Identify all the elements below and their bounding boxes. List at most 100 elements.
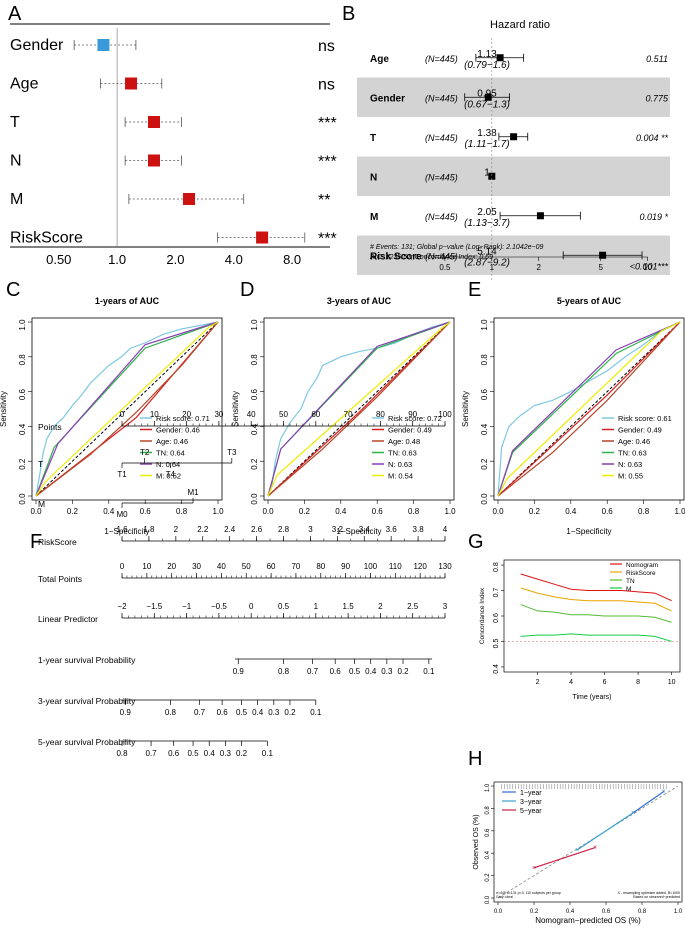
roc-y-tick-label: 0.2 (250, 458, 259, 470)
forest-b-band (357, 156, 670, 196)
nomo-tick-label: 80 (316, 562, 325, 571)
cal-series-0 (632, 791, 664, 814)
roc-x-tick-label: 0.8 (638, 507, 650, 516)
nomo-tick-label: −1.5 (146, 602, 162, 611)
forest-a-significance: *** (318, 231, 337, 248)
panel-letter-B: B (342, 3, 355, 25)
roc-x-tick-label: 0.6 (372, 507, 384, 516)
forest-b-p-value: 0.775 (645, 93, 669, 103)
forest-b-ci-text: (0.79−1.6) (464, 60, 510, 71)
nomo-tick-label: 30 (192, 562, 201, 571)
ci-x-label: Time (years) (572, 694, 611, 701)
roc-x-tick-label: 0.4 (335, 507, 347, 516)
roc-x-tick-label: 0.6 (602, 507, 614, 516)
cal-point-marker: × (593, 845, 597, 852)
roc-x-tick-label: 0.4 (103, 507, 115, 516)
roc-legend-label: TN: 0.63 (618, 449, 647, 458)
ci-legend-label: Nomogram (626, 562, 658, 569)
panel-letter-D: D (240, 279, 254, 301)
forest-a-row-label: N (10, 153, 22, 170)
roc-y-label: Sensitivity (231, 391, 240, 427)
roc-legend-label: Age: 0.48 (388, 437, 420, 446)
panel-letter-F: F (30, 531, 42, 553)
nomo-row-label: T (38, 459, 43, 469)
nomo-tick-label: 0.3 (268, 708, 280, 717)
nomo-tick-label: 2 (378, 602, 383, 611)
nomo-tick-label: 0.5 (187, 749, 199, 758)
cal-y-tick-label: 0.6 (485, 828, 491, 837)
ci-x-tick-label: 10 (668, 679, 676, 686)
roc-legend-label: Risk score: 0.72 (388, 414, 442, 423)
ci-y-label: Concordance Index (479, 587, 486, 644)
cal-x-tick-label: 0.6 (602, 909, 611, 915)
roc-y-tick-label: 1.0 (480, 319, 489, 331)
roc-curve-5 (497, 321, 681, 497)
cal-y-tick-label: 1.0 (485, 783, 491, 792)
roc-y-tick-label: 0.6 (250, 388, 259, 400)
nomo-tick-label: 3.8 (413, 525, 425, 534)
roc-diagonal (497, 321, 681, 497)
ci-y-tick-label: 0.4 (493, 664, 500, 674)
nomo-tick-label: 30 (214, 410, 223, 419)
roc-curve-4 (35, 321, 219, 497)
forest-b-n: (N=445) (425, 212, 458, 222)
nomo-tick-label: 3 (308, 525, 313, 534)
cal-x-tick-label: 0.0 (494, 909, 503, 915)
forest-b-footer-2: AIC: 1235.51; Concordance Index: 0.69 (369, 254, 493, 261)
cal-y-tick-label: 0.4 (485, 850, 491, 859)
nomo-tick-label: 0.9 (233, 667, 245, 676)
ci-series-1 (520, 587, 672, 612)
ci-y-tick-label: 0.5 (493, 638, 500, 648)
roc-curve-2 (267, 321, 451, 497)
forest-a-tick-label: 8.0 (283, 252, 301, 267)
roc-x-tick-label: 1.0 (674, 507, 685, 516)
forest-a-significance: *** (318, 154, 337, 171)
forest-b-row-label: T (370, 133, 376, 144)
cal-x-tick-label: 0.4 (566, 909, 575, 915)
cal-x-tick-label: 0.8 (638, 909, 647, 915)
roc-legend-label: TN: 0.63 (388, 449, 417, 458)
roc-x-tick-label: 0.2 (299, 507, 311, 516)
ci-y-tick-label: 0.7 (493, 588, 500, 598)
ci-series-2 (520, 604, 672, 623)
forest-a-point (125, 77, 138, 90)
forest-b-n: (N=445) (425, 54, 458, 64)
nomo-tick-label: 1 (314, 602, 319, 611)
nomo-tick-label: 0.6 (217, 708, 229, 717)
cal-point-marker: × (662, 789, 666, 796)
nomo-tick-label: 0.3 (220, 749, 232, 758)
nomo-tick-label: 2.2 (197, 525, 209, 534)
forest-b-p-value: 0.511 (646, 54, 668, 64)
ci-y-tick-label: 0.8 (493, 562, 500, 572)
cal-footnote: Gray: ideal (496, 895, 513, 899)
nomo-cat-label: M1 (187, 488, 199, 497)
roc-x-tick-label: 0.8 (408, 507, 420, 516)
roc-title: 5-years of AUC (557, 296, 622, 306)
nomo-tick-label: 0.1 (423, 667, 435, 676)
nomo-row-label: Points (38, 422, 62, 432)
nomo-tick-label: 60 (311, 410, 320, 419)
nomo-tick-label: 0.9 (120, 708, 132, 717)
nomo-tick-label: 20 (167, 562, 176, 571)
roc-x-tick-label: 0.8 (176, 507, 188, 516)
cal-x-tick-label: 1.0 (674, 909, 683, 915)
forest-b-ci-text: (0.67−1.3) (464, 99, 510, 110)
nomo-tick-label: 0.4 (204, 749, 216, 758)
roc-frame (263, 317, 455, 501)
forest-a-row-label: RiskScore (10, 230, 83, 247)
nomo-tick-label: 0.8 (278, 667, 290, 676)
panel-letter-G: G (468, 531, 484, 553)
ci-x-tick-label: 2 (536, 679, 540, 686)
nomo-cat-label: T4 (166, 470, 176, 479)
nomo-tick-label: −2 (117, 602, 127, 611)
roc-y-tick-label: 0.0 (250, 493, 259, 505)
roc-y-tick-label: 0.4 (480, 423, 489, 435)
nomo-tick-label: 0.7 (194, 708, 206, 717)
nomo-tick-label: 0 (120, 562, 125, 571)
nomo-tick-label: 120 (413, 562, 427, 571)
nomo-tick-label: 40 (217, 562, 226, 571)
roc-y-label: Sensitivity (0, 391, 8, 427)
forest-a-point (97, 39, 110, 51)
forest-b-row-label: Age (370, 54, 389, 65)
nomo-tick-label: 70 (291, 562, 300, 571)
